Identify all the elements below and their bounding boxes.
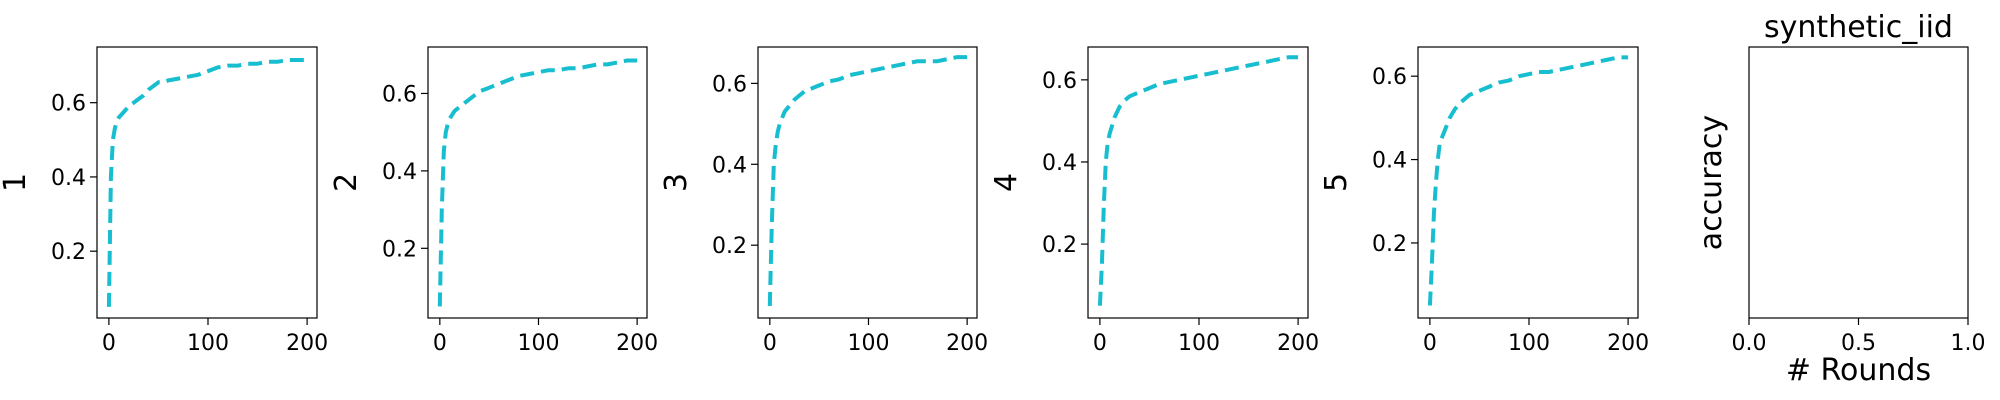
- plot-frame: [427, 46, 648, 319]
- x-axis-label: # Rounds: [1786, 353, 1931, 388]
- x-tick-label: 0: [1093, 331, 1107, 356]
- x-tick-label: 100: [517, 331, 559, 356]
- x-tick-label: 0: [433, 331, 447, 356]
- series-line: [106, 58, 308, 307]
- y-tick-label: 0.6: [382, 82, 417, 107]
- subplot-6: 0.0 0.5 1.0 accuracy # Rounds synthetic_iid: [1694, 10, 1986, 388]
- series-line: [767, 55, 968, 306]
- x-tick-label: 200: [616, 331, 658, 356]
- y-axis-label: 4: [989, 173, 1024, 192]
- plot-frame: [96, 46, 318, 319]
- x-tick-label: 100: [847, 331, 889, 356]
- subplot-3: 0 100 200 0.2 0.4 0.6 3: [659, 46, 988, 356]
- y-tick-label: 0.6: [1042, 69, 1077, 94]
- y-tick-label: 0.2: [1042, 233, 1077, 258]
- y-tick-label: 0.4: [712, 153, 747, 178]
- plot-frame: [757, 46, 978, 319]
- x-tick-label: 0: [1423, 331, 1437, 356]
- y-axis-label: 5: [1319, 173, 1354, 192]
- y-tick-label: 0.2: [382, 237, 417, 262]
- x-tick-label: 200: [286, 331, 328, 356]
- x-tick-label: 0.5: [1841, 331, 1876, 356]
- y-tick-label: 0.2: [51, 240, 86, 265]
- y-axis-label: accuracy: [1694, 115, 1729, 250]
- x-tick-label: 200: [1607, 331, 1649, 356]
- x-tick-label: 200: [946, 331, 988, 356]
- x-tick-label: 100: [187, 331, 229, 356]
- y-tick-label: 0.4: [382, 160, 417, 185]
- x-tick-label: 1.0: [1951, 331, 1986, 356]
- subplot-1: 0 100 200 0.2 0.4 0.6 1: [0, 46, 328, 356]
- x-tick-label: 200: [1277, 331, 1319, 356]
- x-tick-label: 0: [102, 331, 116, 356]
- y-tick-label: 0.2: [1372, 232, 1407, 257]
- y-tick-label: 0.4: [1372, 149, 1407, 174]
- plot-frame: [1748, 46, 1969, 319]
- series-line: [437, 58, 638, 307]
- subplot-5: 0 100 200 0.2 0.4 0.6 5: [1319, 46, 1649, 356]
- x-tick-label: 0: [763, 331, 777, 356]
- plot-frame: [1087, 46, 1309, 319]
- y-tick-label: 0.6: [712, 72, 747, 97]
- series-line: [1097, 55, 1299, 306]
- y-axis-label: 2: [329, 173, 364, 192]
- subplot-2: 0 100 200 0.2 0.4 0.6 2: [329, 46, 658, 356]
- y-tick-label: 0.4: [51, 166, 86, 191]
- series-line: [1427, 55, 1629, 306]
- y-tick-label: 0.2: [712, 234, 747, 259]
- x-tick-label: 100: [1178, 331, 1220, 356]
- y-tick-label: 0.6: [1372, 65, 1407, 90]
- y-tick-label: 0.4: [1042, 151, 1077, 176]
- y-axis-label: 1: [0, 173, 33, 192]
- y-tick-label: 0.6: [51, 92, 86, 117]
- chart-title: synthetic_iid: [1764, 10, 1953, 45]
- x-tick-label: 0.0: [1732, 331, 1767, 356]
- plot-frame: [1417, 46, 1639, 319]
- x-tick-label: 100: [1508, 331, 1550, 356]
- y-axis-label: 3: [659, 173, 694, 192]
- subplot-4: 0 100 200 0.2 0.4 0.6 4: [989, 46, 1319, 356]
